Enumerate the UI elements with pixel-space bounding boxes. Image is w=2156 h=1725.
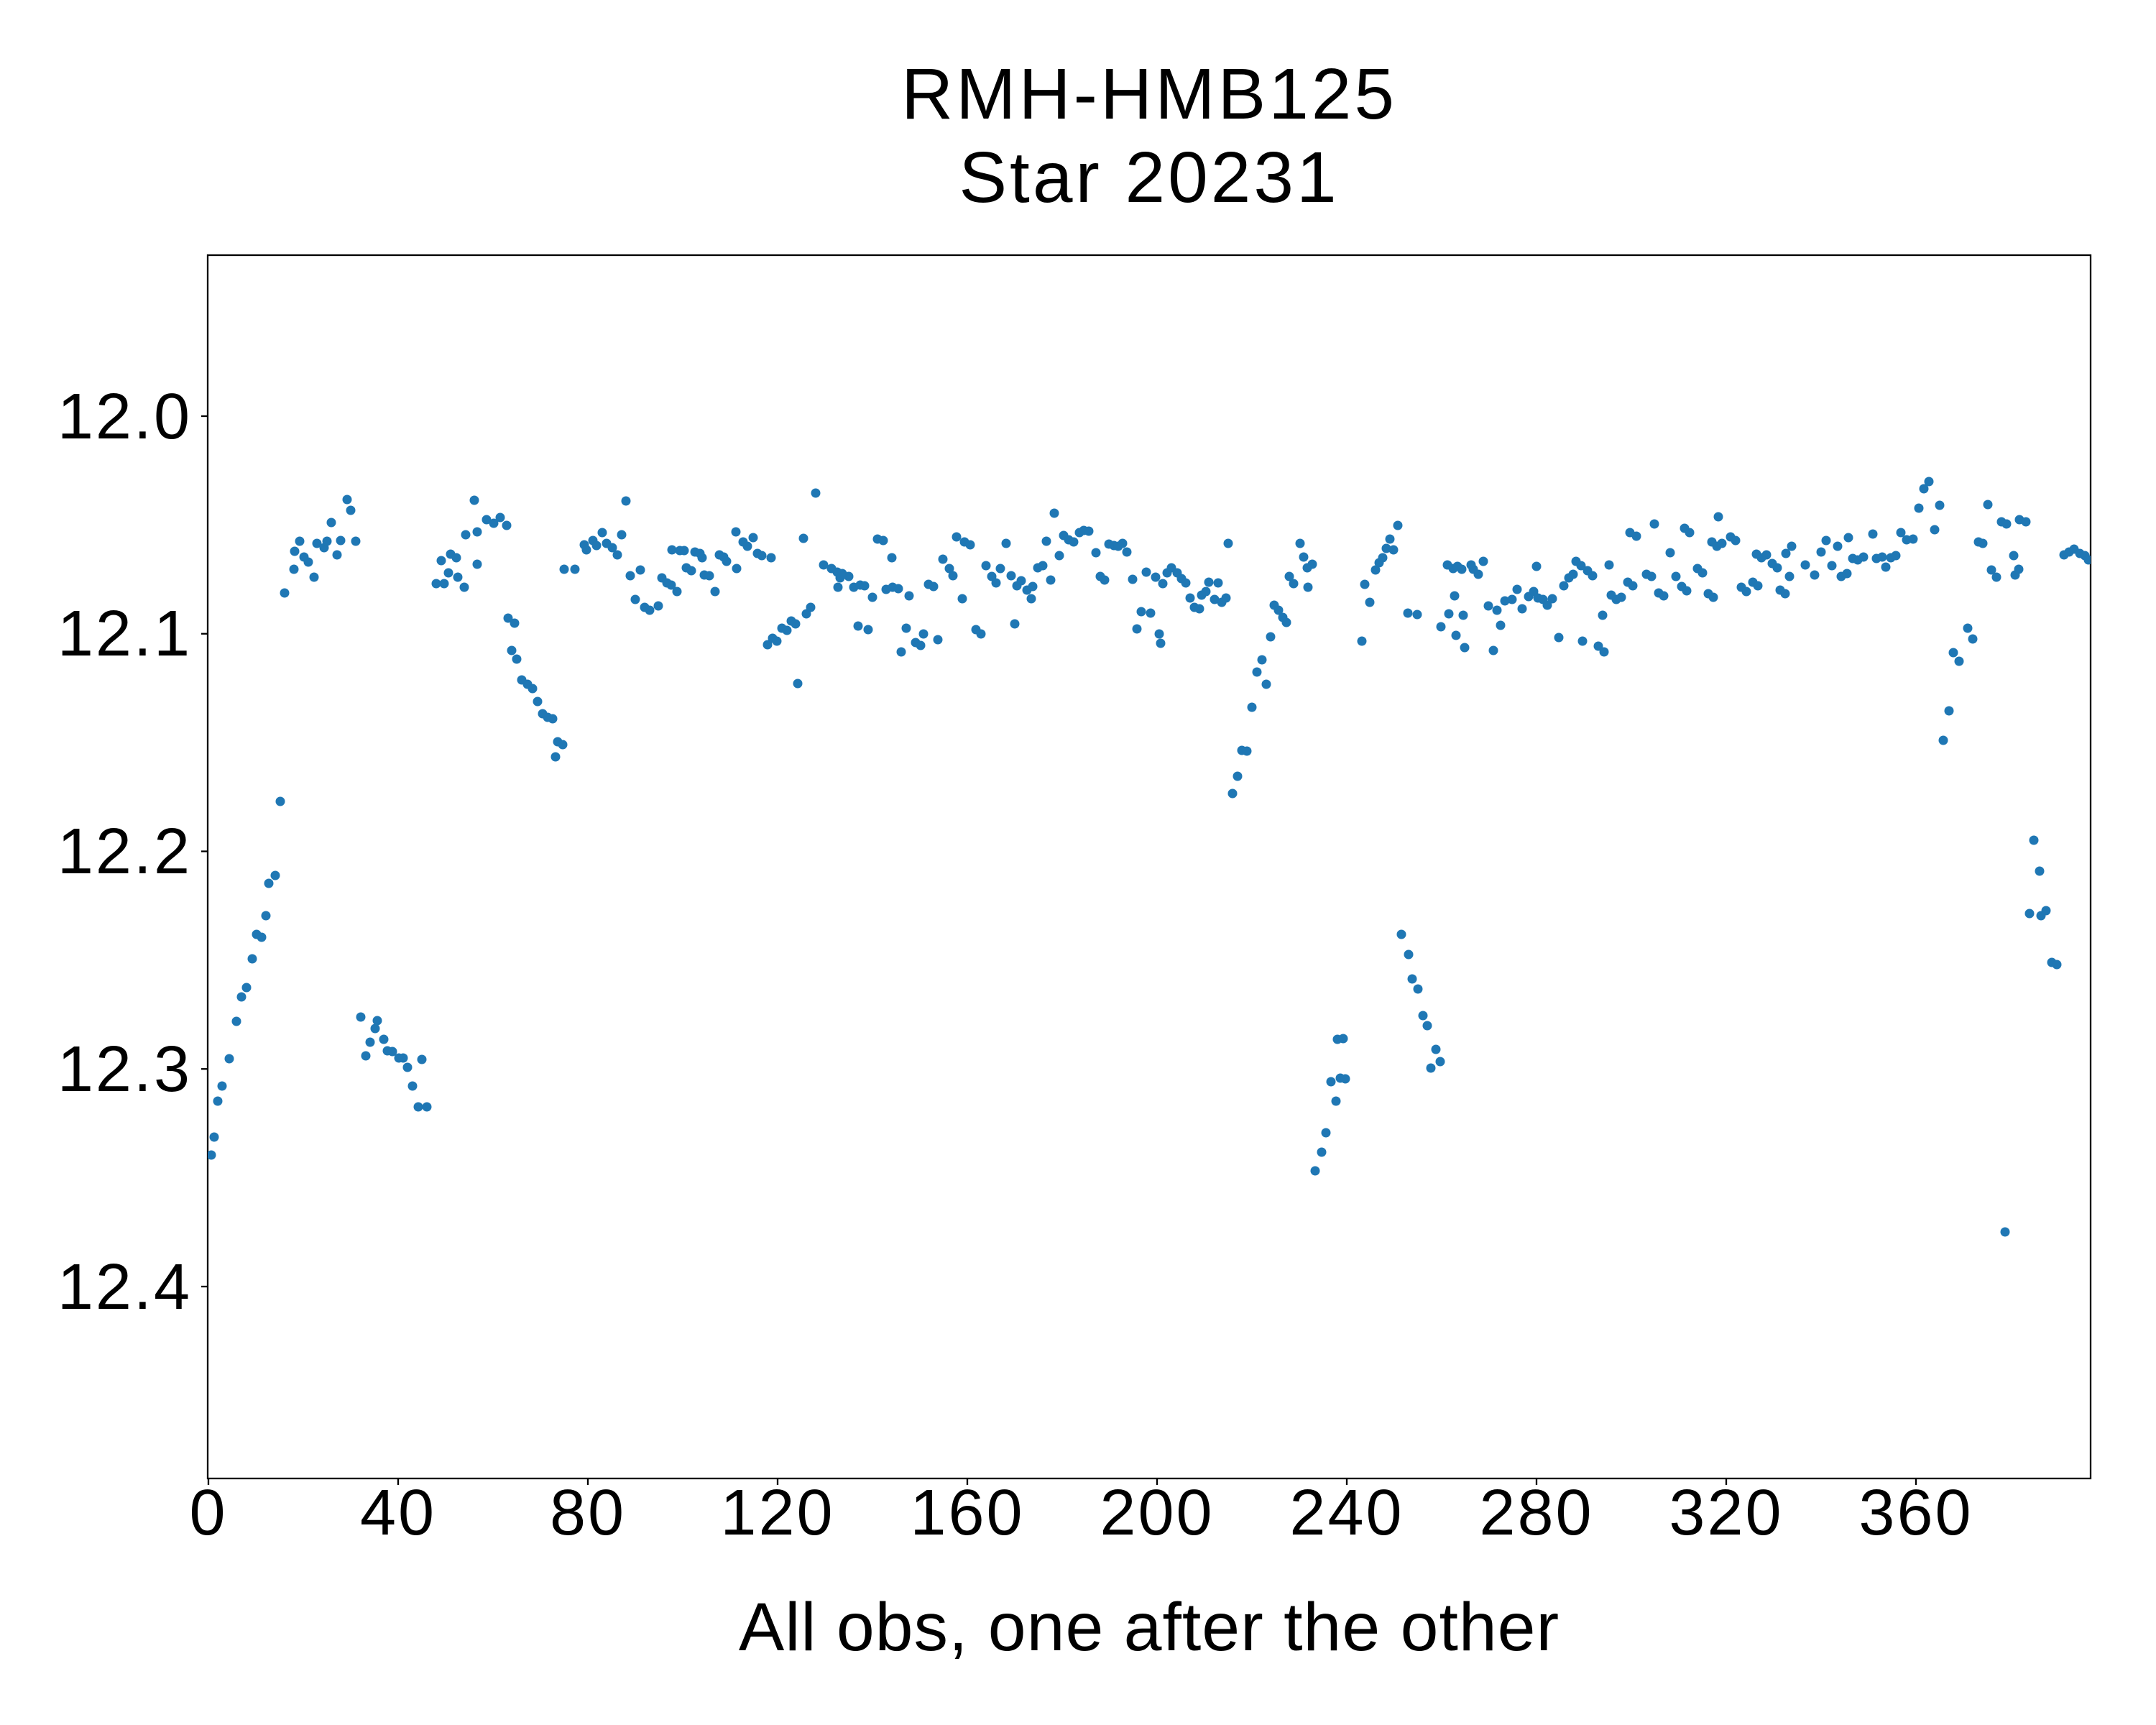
svg-text:80: 80: [550, 1477, 626, 1549]
svg-text:40: 40: [360, 1477, 436, 1549]
svg-text:RMH-HMB125: RMH-HMB125: [901, 54, 1397, 134]
svg-text:320: 320: [1669, 1477, 1783, 1549]
svg-text:12.1: 12.1: [57, 598, 192, 670]
svg-text:12.2: 12.2: [57, 816, 192, 888]
svg-text:12.3: 12.3: [57, 1034, 192, 1105]
svg-text:200: 200: [1100, 1477, 1214, 1549]
svg-text:12.0: 12.0: [57, 381, 192, 453]
svg-text:Star 20231: Star 20231: [959, 137, 1339, 218]
svg-text:12.4: 12.4: [57, 1251, 192, 1323]
svg-text:360: 360: [1858, 1477, 1973, 1549]
svg-text:120: 120: [720, 1477, 834, 1549]
svg-text:240: 240: [1289, 1477, 1404, 1549]
svg-text:0: 0: [189, 1477, 227, 1549]
svg-text:All obs, one after the other: All obs, one after the other: [739, 1589, 1560, 1665]
svg-text:160: 160: [910, 1477, 1024, 1549]
svg-text:280: 280: [1479, 1477, 1593, 1549]
